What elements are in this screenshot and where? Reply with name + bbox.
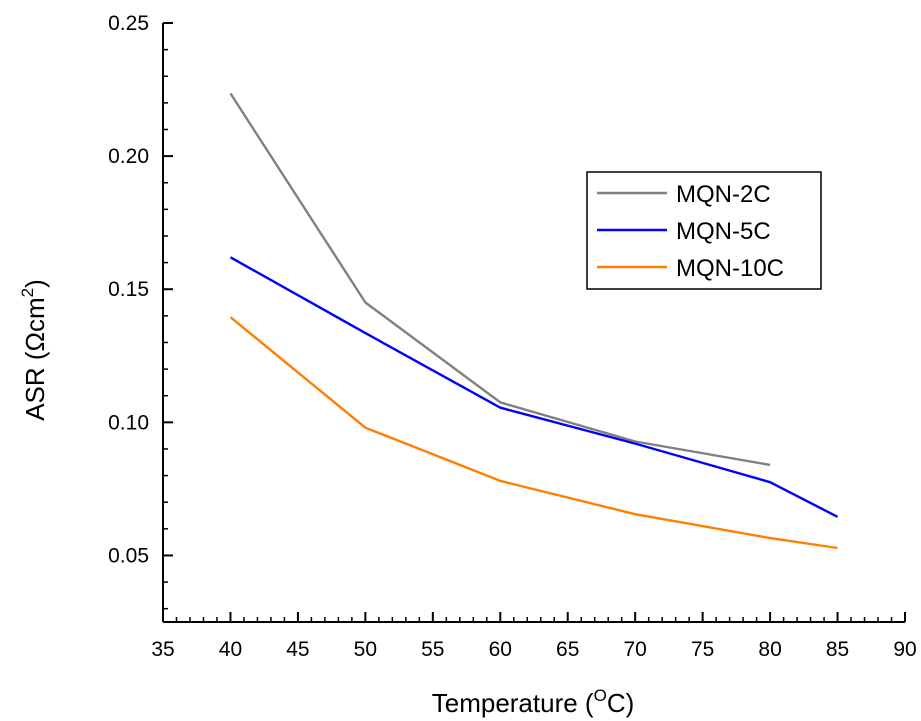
- legend-label-mqn-2c: MQN-2C: [676, 181, 771, 208]
- x-axis-label: Temperature (OC): [432, 686, 635, 718]
- y-axis-label: ASR (Ωcm2): [18, 279, 50, 421]
- legend: MQN-2C MQN-5C MQN-10C: [586, 171, 822, 290]
- series-line-mqn-10c: [229, 316, 838, 550]
- x-tick-label: 65: [556, 638, 579, 661]
- x-tick-label: 70: [624, 638, 647, 661]
- x-tick-label: 90: [893, 638, 916, 661]
- y-tick-label: 0.05: [108, 544, 149, 567]
- x-tick-label: 80: [758, 638, 781, 661]
- x-tick-label: 75: [691, 638, 714, 661]
- x-tick-label: 40: [219, 638, 242, 661]
- x-tick-label: 55: [421, 638, 444, 661]
- x-tick-label: 60: [489, 638, 512, 661]
- legend-label-mqn-5c: MQN-5C: [676, 218, 771, 245]
- series-line-mqn-2c: [229, 92, 771, 467]
- y-tick-label: 0.10: [108, 411, 149, 434]
- x-tick-label: 85: [826, 638, 849, 661]
- plot-series: [229, 92, 839, 550]
- axes: 35 40 45 50 55 60 65 70 75 80 85 90 0.05 0.10 0.15 0.20…: [108, 12, 917, 661]
- legend-label-mqn-10c: MQN-10C: [676, 255, 784, 282]
- x-tick-label: 50: [354, 638, 377, 661]
- x-tick-label: 35: [151, 638, 174, 661]
- y-tick-label: 0.25: [108, 12, 149, 35]
- y-tick-label: 0.15: [108, 278, 149, 301]
- x-tick-label: 45: [286, 638, 309, 661]
- y-tick-label: 0.20: [108, 145, 149, 168]
- series-line-mqn-5c: [229, 256, 839, 518]
